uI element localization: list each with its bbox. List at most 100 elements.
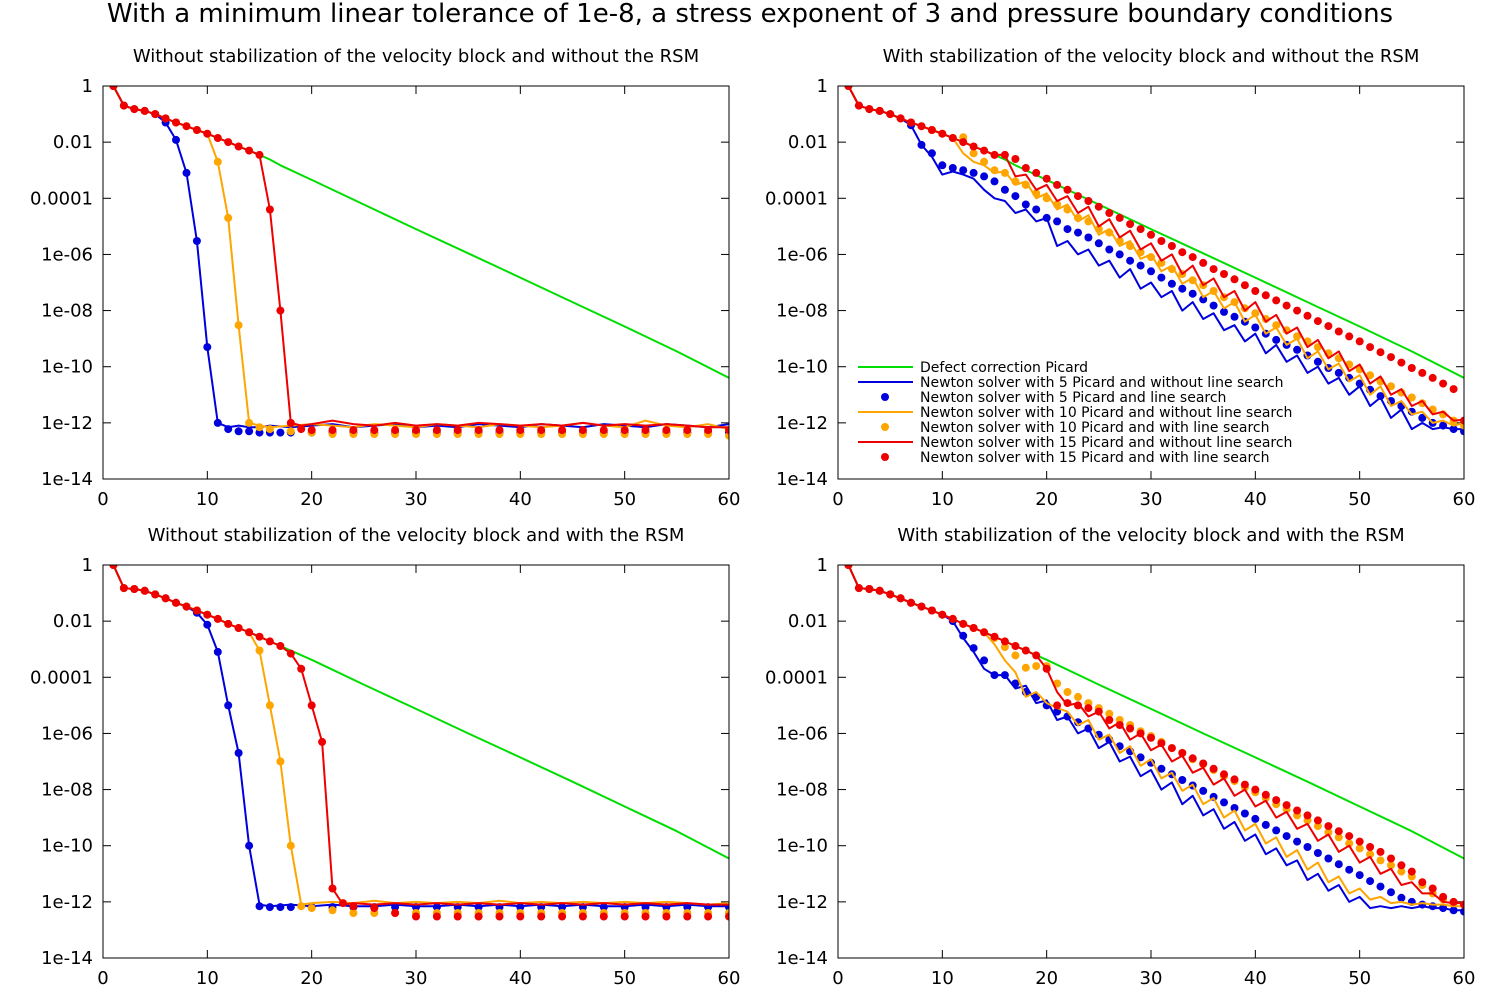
data-point	[1303, 311, 1312, 320]
x-tick-label: 10	[196, 489, 219, 510]
data-point	[495, 426, 504, 435]
legend-point-swatch	[881, 393, 889, 401]
data-point	[1157, 739, 1166, 748]
data-point	[1334, 833, 1343, 842]
data-point	[1074, 213, 1082, 222]
plot-area	[844, 86, 1464, 436]
data-point	[1126, 220, 1135, 229]
data-point	[917, 140, 926, 149]
data-point	[203, 610, 212, 619]
data-point	[1293, 837, 1302, 846]
data-point	[1240, 809, 1249, 818]
data-point	[192, 606, 201, 615]
data-point	[224, 701, 233, 710]
data-point	[854, 584, 863, 593]
data-point	[1220, 798, 1228, 807]
data-point	[265, 205, 274, 214]
y-tick-label: 1e-12	[41, 892, 93, 913]
data-point	[1188, 289, 1197, 298]
data-point	[896, 594, 905, 603]
data-point	[1115, 213, 1124, 222]
data-point	[1021, 663, 1030, 672]
data-point	[151, 590, 160, 599]
data-point	[1376, 348, 1385, 357]
data-point	[1449, 906, 1458, 915]
data-point	[1282, 301, 1291, 310]
data-point	[182, 602, 191, 611]
data-point	[990, 632, 999, 641]
data-point	[599, 426, 608, 435]
data-point	[725, 426, 729, 435]
data-point	[1011, 679, 1020, 688]
series-points-newton-solver-with-15-picard-and-with-line-search	[844, 565, 1464, 909]
data-point	[990, 150, 999, 159]
data-point	[192, 126, 201, 134]
legend-label: Newton solver with 10 Picard and without…	[920, 405, 1292, 421]
data-point	[1084, 704, 1093, 713]
data-point	[224, 213, 233, 222]
axis-ticks: 0 10 20 30 40 50 60 1 0.01 0.0001 1e-06 1e-08 1e-10 1…	[30, 76, 740, 510]
data-point	[620, 426, 629, 435]
x-tick-label: 40	[509, 489, 532, 510]
x-tick-label: 30	[405, 489, 428, 510]
data-point	[959, 138, 968, 147]
data-point	[641, 426, 650, 435]
data-point	[1157, 258, 1166, 267]
x-tick-label: 50	[613, 489, 636, 510]
data-point	[938, 610, 947, 619]
data-point	[1439, 904, 1448, 913]
data-point	[286, 841, 295, 850]
data-point	[1418, 900, 1427, 909]
data-point	[1334, 327, 1343, 336]
data-point	[1000, 185, 1009, 194]
data-point	[245, 418, 254, 427]
data-point	[1032, 662, 1041, 671]
data-point	[307, 426, 316, 435]
data-point	[641, 912, 650, 921]
data-point	[213, 134, 222, 142]
data-point	[412, 912, 420, 921]
y-tick-label: 1e-06	[776, 244, 828, 265]
data-point	[1313, 816, 1322, 825]
data-point	[969, 142, 978, 151]
data-point	[1293, 345, 1302, 354]
data-point	[1230, 275, 1239, 284]
data-point	[265, 701, 274, 710]
data-point	[1209, 301, 1218, 310]
data-point	[1074, 692, 1082, 701]
data-point	[1376, 392, 1385, 401]
data-point	[1251, 323, 1260, 332]
data-point	[1345, 332, 1354, 341]
data-point	[1167, 744, 1176, 753]
data-point	[1199, 786, 1208, 795]
data-point	[927, 149, 936, 158]
y-tick-label: 0.01	[53, 132, 93, 153]
data-point	[1105, 716, 1114, 724]
data-point	[1032, 205, 1041, 214]
x-tick-label: 10	[931, 489, 954, 510]
y-tick-label: 1e-12	[776, 892, 828, 913]
data-point	[1011, 155, 1020, 163]
data-point	[1366, 371, 1375, 380]
data-point	[1042, 174, 1051, 183]
data-point	[1313, 822, 1322, 831]
data-point	[1147, 267, 1155, 276]
data-point	[1449, 425, 1458, 434]
y-tick-label: 1	[82, 76, 93, 97]
data-point	[453, 912, 462, 921]
y-tick-label: 1	[817, 555, 828, 576]
data-point	[1293, 332, 1302, 341]
data-point	[537, 912, 546, 921]
data-point	[907, 598, 915, 607]
data-point	[959, 631, 968, 640]
data-point	[704, 912, 713, 921]
data-point	[1324, 828, 1333, 837]
y-tick-label: 0.0001	[30, 188, 93, 209]
data-point	[349, 426, 358, 435]
data-point	[1178, 284, 1187, 293]
data-point	[286, 649, 295, 658]
x-tick-label: 60	[718, 489, 741, 510]
x-tick-label: 50	[1348, 968, 1371, 989]
y-tick-label: 0.0001	[30, 667, 93, 688]
